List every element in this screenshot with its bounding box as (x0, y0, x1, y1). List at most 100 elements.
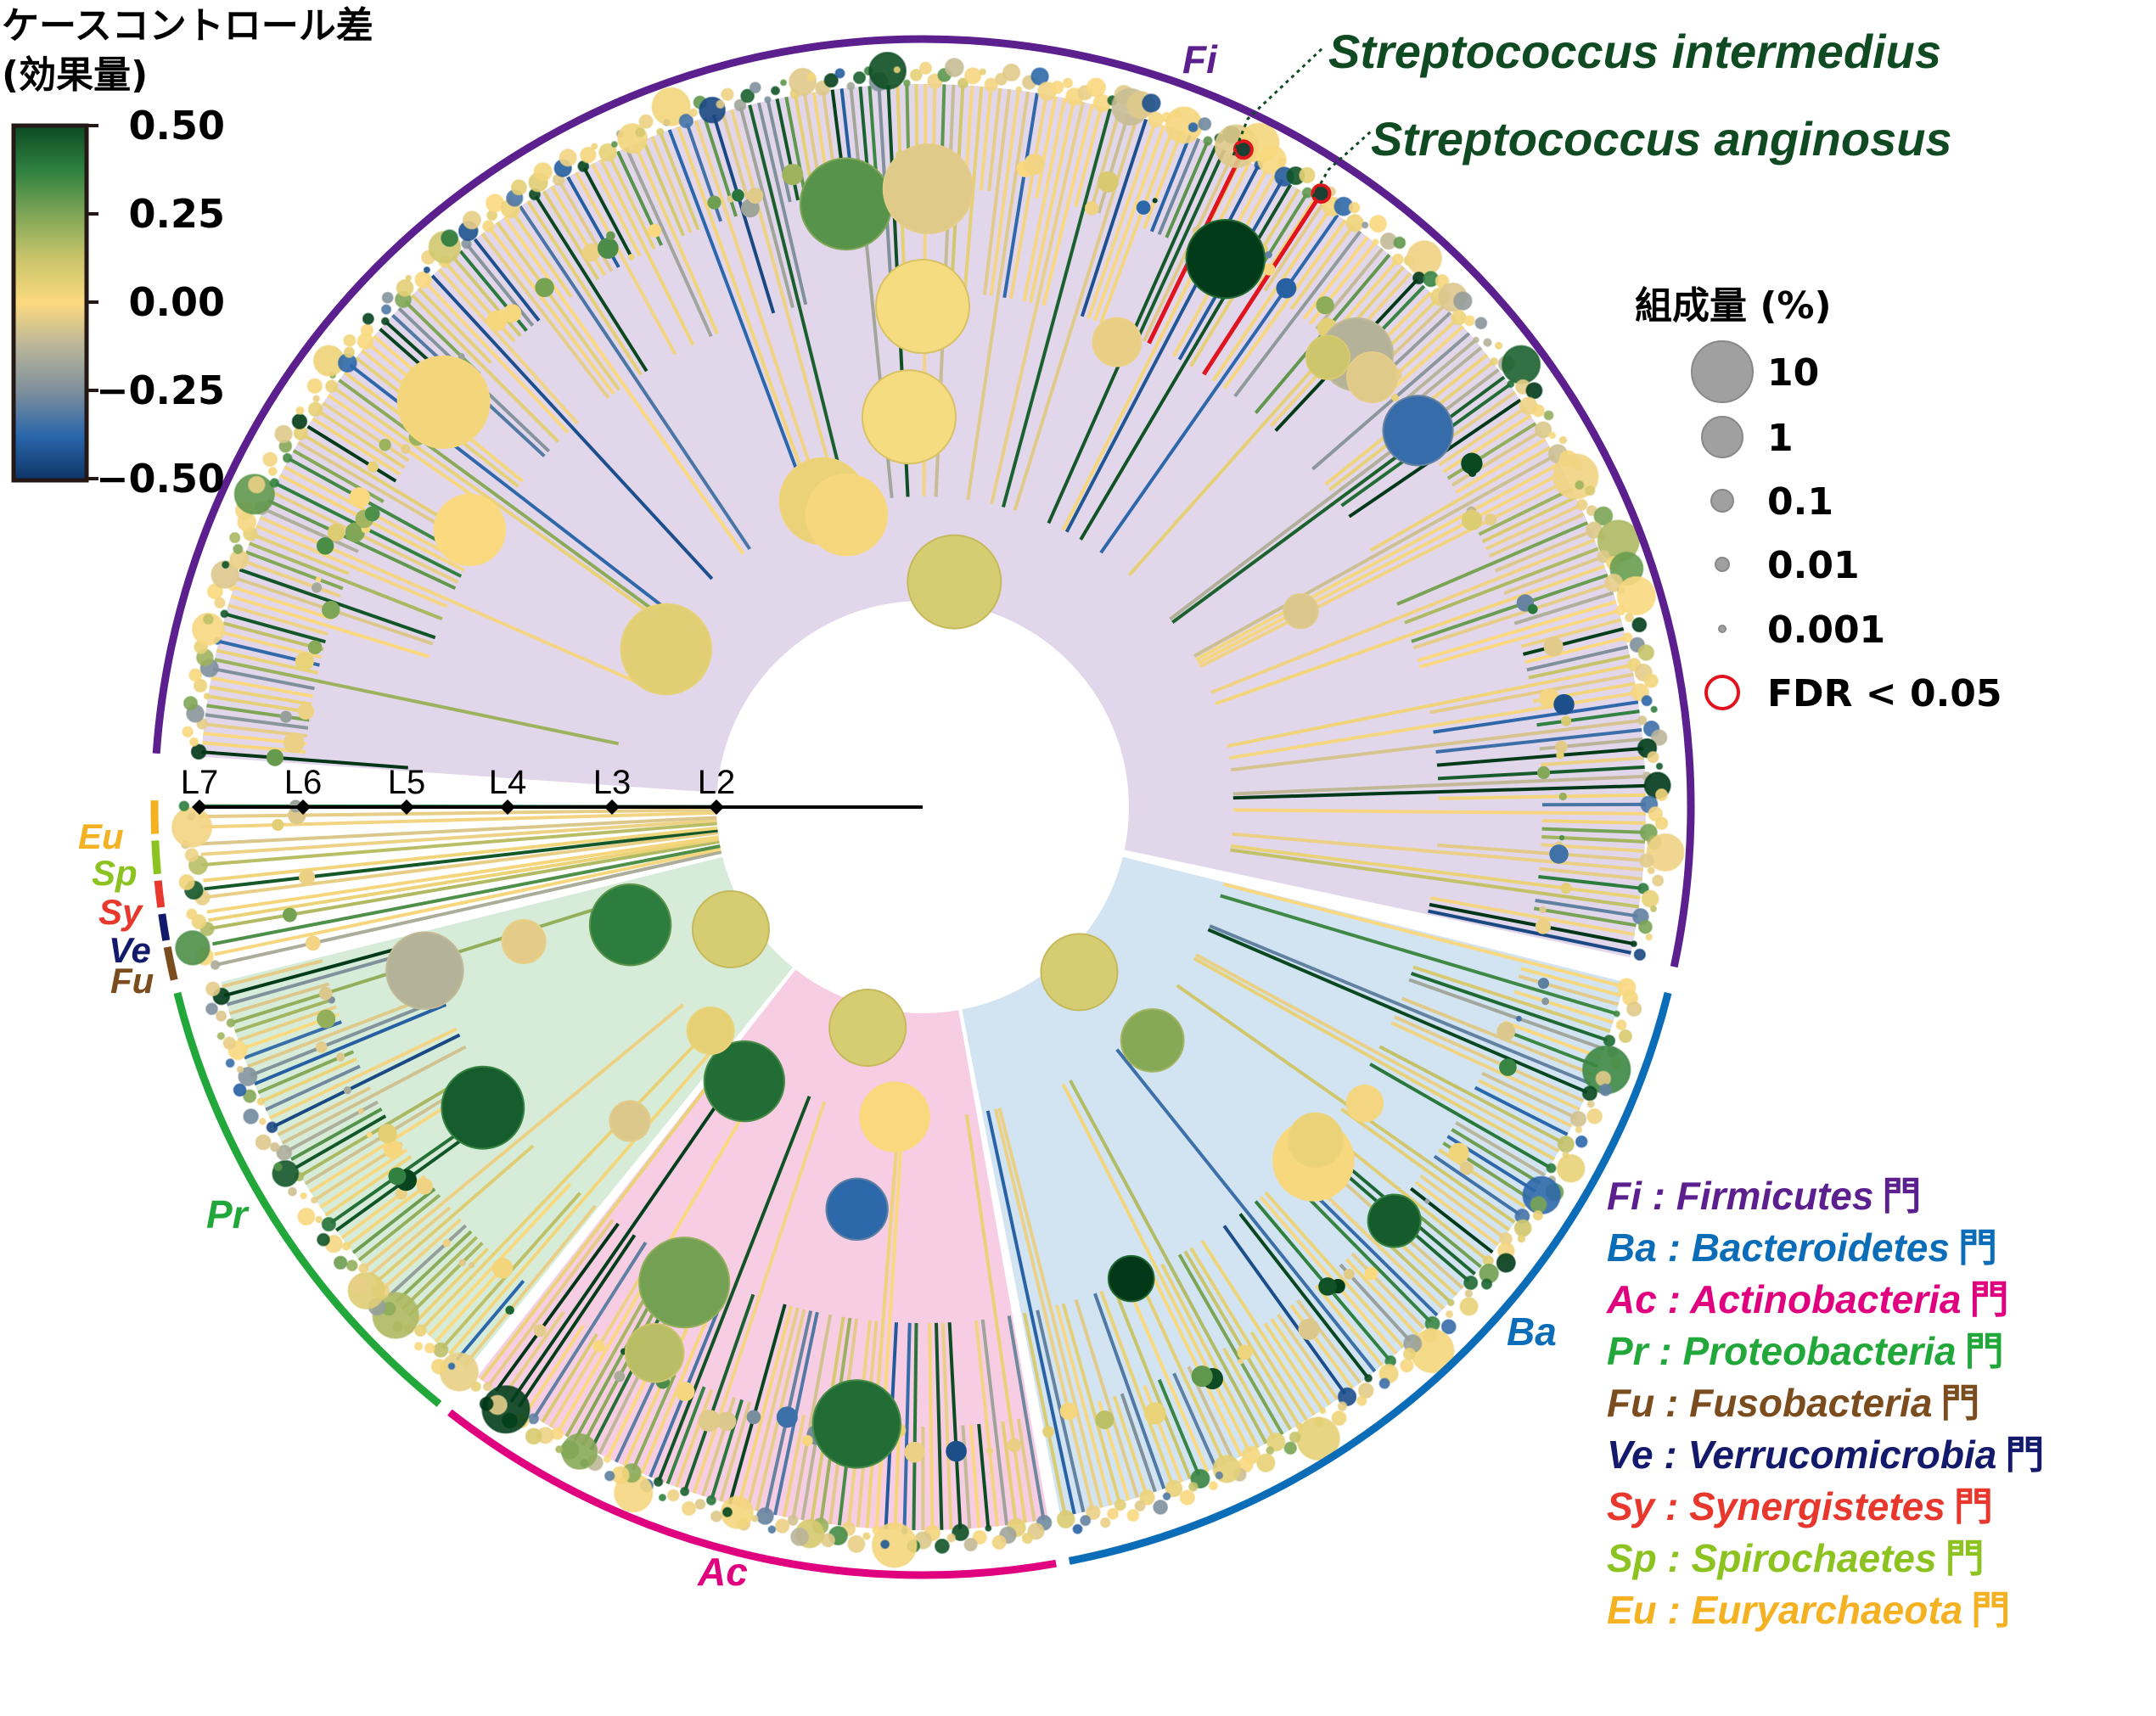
taxon-node (1539, 906, 1547, 914)
sig-intermedius-node (1232, 139, 1254, 160)
phylum-name: Bacteroidetes (1692, 1225, 1950, 1270)
species-label-anginosus: Streptococcus anginosus (1371, 112, 1952, 165)
leaf-branch (1176, 984, 1516, 1224)
leaf-node (1283, 1441, 1298, 1455)
taxon-node (1499, 1058, 1517, 1076)
leaf-branch (407, 1242, 484, 1317)
taxon-node (1448, 1142, 1469, 1164)
taxon-node (503, 304, 522, 323)
separator: : (1648, 1329, 1683, 1373)
leaf-node (525, 1427, 542, 1445)
leaf-branch (208, 838, 720, 922)
phylum-abbr: Sp (1607, 1536, 1657, 1580)
leaf-node (1575, 1125, 1583, 1134)
leaf-branch (211, 676, 314, 698)
leaf-node (1400, 1358, 1414, 1373)
leaf-branch (205, 831, 719, 900)
clade-node (433, 493, 507, 567)
taxon-node (1468, 468, 1477, 478)
colorbar-subtitle: (効果量) (2, 53, 148, 97)
clade-node (1346, 351, 1399, 404)
leaf-node (1319, 1407, 1327, 1415)
level-marker (192, 799, 207, 815)
phylum-arc-ac (447, 1409, 1057, 1579)
leaf-branch (262, 507, 359, 553)
leaf-node (1645, 933, 1653, 941)
leaf-branch (1143, 1384, 1183, 1483)
leaf-node (1575, 498, 1588, 511)
leaf-node (255, 1134, 272, 1151)
leaf-node (846, 81, 856, 91)
leaf-node (635, 126, 646, 137)
taxon-node (1095, 1410, 1114, 1429)
leaf-node (1641, 695, 1653, 707)
phylum-suffix: 門 (1970, 1277, 2009, 1321)
leaf-node (651, 87, 691, 126)
leaf-branch (642, 139, 685, 237)
leaf-branch (1207, 928, 1588, 1094)
leaf-branch (966, 91, 1030, 501)
leaf-branch (1270, 1318, 1332, 1406)
leaf-node (1494, 341, 1503, 350)
leaf-node (380, 317, 390, 326)
leaf-node (300, 1192, 307, 1200)
leaf-node (396, 278, 414, 297)
leaf-branch (1230, 848, 1640, 909)
leaf-branch (748, 104, 851, 507)
leaf-branch (1419, 1174, 1505, 1239)
leaf-node (770, 86, 781, 96)
leaf-node (1445, 1309, 1454, 1319)
taxon-node (582, 244, 601, 262)
size-legend-circle (1701, 416, 1743, 458)
leaf-branch (199, 808, 717, 819)
leaf-branch (665, 1386, 706, 1484)
phylum-arcs (150, 35, 1695, 1579)
leaf-node (1654, 816, 1669, 831)
taxon-node (317, 1009, 336, 1029)
phylum-arc-eu (150, 800, 160, 834)
arc-label-pr: Pr (206, 1192, 250, 1237)
separator: : (1642, 1174, 1676, 1218)
leaf-branch (1232, 783, 1646, 800)
leaf-node (423, 266, 431, 274)
taxon-node (266, 749, 284, 766)
taxon-node (1461, 509, 1483, 530)
clade-node (805, 473, 889, 557)
leaf-branch (1263, 203, 1324, 292)
leaf-node (186, 908, 198, 920)
leaf-branch (1390, 1021, 1581, 1111)
taxon-node (648, 223, 662, 238)
leaf-node (806, 72, 817, 82)
taxon-node (1485, 513, 1497, 526)
leaf-branch (525, 1324, 585, 1414)
leaf-branch (1197, 470, 1564, 665)
taxon-node (364, 506, 380, 522)
leaf-node (262, 451, 278, 468)
leaf-branch (290, 1108, 383, 1162)
clade-node (1092, 317, 1143, 367)
taxon-node (1298, 1318, 1320, 1340)
leaf-branch (1209, 924, 1592, 1085)
leaf-branch (657, 1096, 811, 1482)
clade-node (441, 1065, 525, 1150)
leaf-branch (1541, 755, 1645, 767)
leaf-branch (1029, 99, 1076, 303)
leaf-branch (452, 255, 522, 338)
separator: : (1657, 1225, 1692, 1270)
leaf-branch (1149, 134, 1192, 233)
leaf-node (1208, 1480, 1219, 1491)
arc-label-fu: Fu (110, 961, 154, 1001)
leaf-branch (1384, 325, 1464, 397)
leaf-branch (1200, 1240, 1317, 1416)
leaf-node (1532, 1209, 1544, 1221)
leaf-branch (1378, 1045, 1564, 1145)
leaf-node (182, 695, 199, 711)
leaf-node (362, 312, 374, 325)
colorbar-tick-label: 0.00 (129, 279, 226, 325)
leaf-node (1126, 1509, 1140, 1523)
phylum-legend-item: Fu : Fusobacteria 門 (1607, 1381, 1979, 1425)
phylum-node (907, 534, 1002, 630)
colorbar-tick-label: −0.50 (96, 456, 225, 502)
leaf-branch (710, 1399, 744, 1500)
